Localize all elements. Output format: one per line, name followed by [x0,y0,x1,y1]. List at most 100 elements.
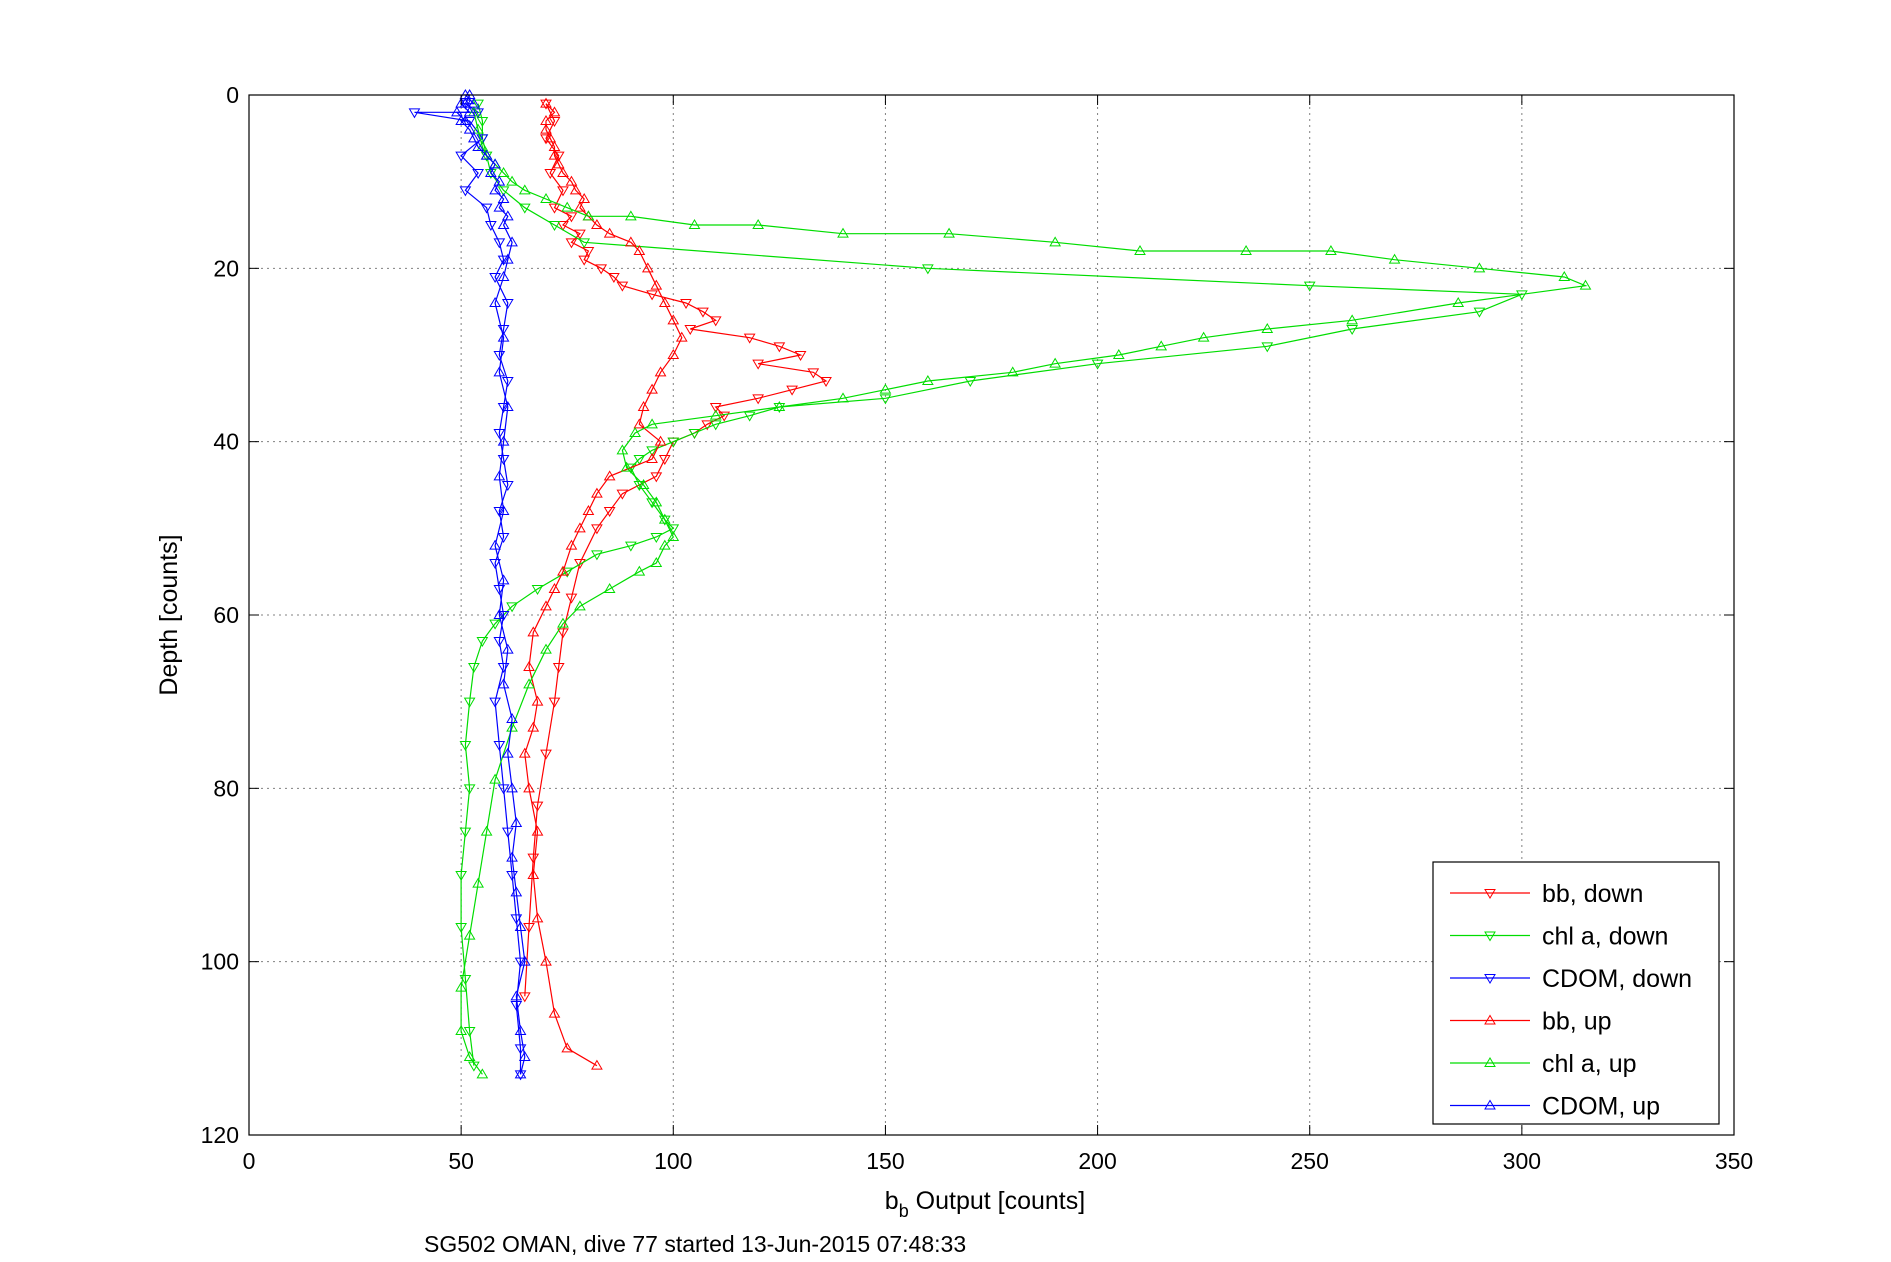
data-point [658,297,671,307]
data-point [527,869,540,879]
data-point [1303,281,1316,292]
data-point [523,923,535,933]
data-point [633,245,646,255]
data-point [510,817,523,827]
figure-caption: SG502 OMAN, dive 77 started 13-Jun-2015 … [424,1231,966,1257]
data-point [518,203,531,214]
data-point [463,123,476,134]
data-point [709,409,722,420]
data-point [501,747,514,758]
data-point [557,221,569,231]
legend-marker [1484,1014,1496,1025]
y-tick-label: 120 [201,1122,239,1148]
data-point [718,411,731,422]
data-point [489,158,501,169]
data-point [493,741,506,751]
data-point [497,678,510,689]
series-bb-up [518,97,688,1070]
data-point [658,455,671,465]
data-point [786,385,798,396]
data-point [603,227,616,238]
series-line [414,103,522,1075]
data-point [688,219,701,229]
data-point [548,221,561,231]
data-point [1473,262,1486,273]
data-point [544,132,557,143]
legend-marker [1484,931,1496,942]
data-point [463,784,476,795]
data-point [548,1007,561,1018]
data-point [574,522,586,533]
data-point [467,97,480,108]
data-point [578,255,591,266]
data-point [459,827,472,838]
data-point [501,827,514,838]
data-point [518,955,531,966]
data-point [565,539,578,550]
legend-box [1432,861,1720,1125]
data-point [497,784,510,795]
data-point [497,611,510,621]
data-point [531,912,544,923]
legend-marker [1484,1099,1496,1110]
data-point [943,227,955,238]
x-tick-label: 0 [243,1148,256,1174]
data-point [1134,245,1146,255]
data-point [1261,342,1274,353]
data-point [523,678,535,689]
data-point [540,193,552,203]
data-point [921,375,934,385]
data-point [540,97,552,108]
data-point [654,435,667,446]
data-point [629,427,641,437]
data-point [646,418,658,429]
data-point [603,583,616,593]
data-point [510,914,523,925]
data-point [650,279,663,290]
data-point [1558,271,1571,281]
data-point [497,403,510,413]
series-bb-down [518,99,832,1003]
data-point [1006,366,1019,377]
data-point [497,186,510,197]
data-point [548,117,561,127]
data-point [684,325,697,335]
data-point [709,420,722,431]
data-point [497,533,510,543]
data-point [459,186,472,197]
data-point [463,1027,476,1037]
data-point [514,1070,527,1081]
data-point [565,593,578,604]
data-point [591,219,603,229]
data-point [624,210,637,221]
data-point [408,108,421,119]
data-point [552,663,565,673]
data-point [650,533,663,543]
data-point [807,368,820,379]
ticks: 0 50 100 150 200 250 300 350 0 20 40 60 80 100 120 [201,82,1754,1174]
series-chl-a-up [455,106,1592,1079]
legend-entry-label: bb, up [1542,1008,1612,1036]
data-point [493,470,506,481]
data-point [646,290,658,301]
data-point [680,299,692,309]
data-point [501,210,514,221]
data-point [773,401,786,411]
data-point [837,392,849,403]
data-point [646,498,658,509]
data-point [501,401,514,411]
data-point [531,825,544,836]
data-point [637,401,650,411]
data-point [510,990,523,1001]
data-point [472,108,484,119]
legend-entry-label: CDOM, down [1542,965,1692,993]
data-point [574,559,586,569]
data-point [548,106,561,117]
x-tick-label: 250 [1291,1148,1329,1174]
x-axis-label: bb Output [counts] [885,1187,1085,1221]
legend-entry-label: bb, down [1542,880,1643,908]
data-point [497,193,510,203]
x-tick-label: 350 [1715,1148,1753,1174]
data-point [1261,323,1274,333]
